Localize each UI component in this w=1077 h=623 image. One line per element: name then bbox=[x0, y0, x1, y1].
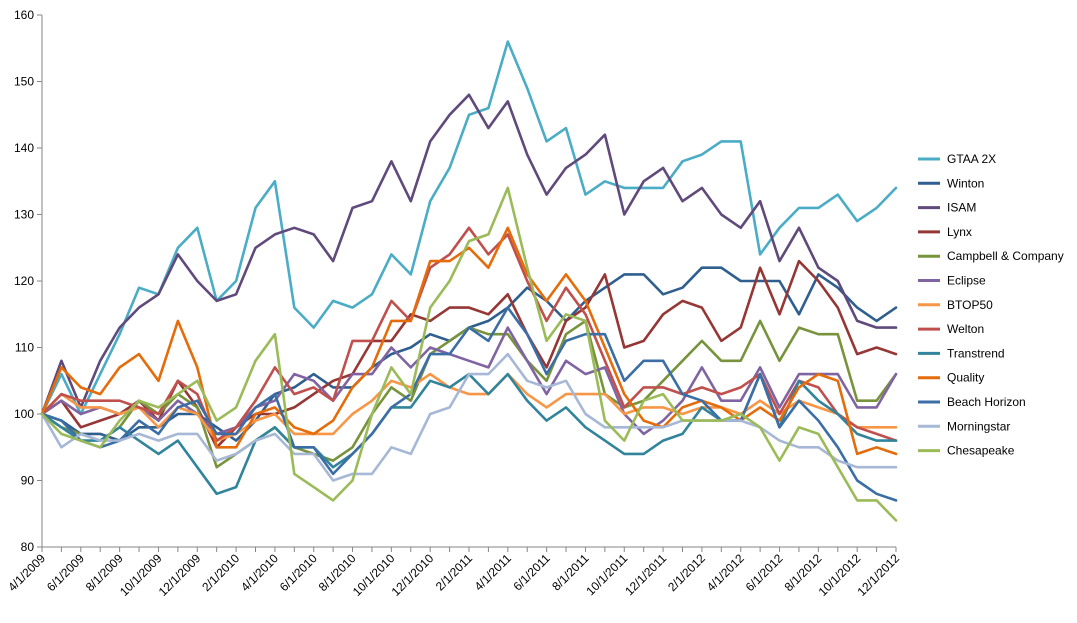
legend-label: Lynx bbox=[947, 225, 972, 239]
legend-label: Quality bbox=[947, 371, 984, 385]
x-tick-label: 6/1/2011 bbox=[510, 551, 553, 594]
x-tick-label: 2/1/2012 bbox=[665, 551, 708, 594]
y-tick-label: 120 bbox=[14, 274, 34, 288]
legend: GTAA 2X Winton ISAM Lynx Campbell & Company E… bbox=[918, 152, 1064, 458]
series-line-morningstar bbox=[40, 352, 898, 482]
x-tick-label: 4/1/2011 bbox=[472, 551, 515, 594]
legend-label: Morningstar bbox=[947, 419, 1010, 433]
x-tick-label: 6/1/2012 bbox=[743, 551, 786, 594]
x-tick-label: 12/1/2010 bbox=[389, 551, 437, 599]
legend-label: Welton bbox=[947, 322, 984, 336]
legend-label: Winton bbox=[947, 176, 984, 190]
y-tick-label: 110 bbox=[15, 341, 34, 355]
x-tick-label: 4/1/2012 bbox=[704, 551, 747, 594]
series-line-welton bbox=[40, 226, 898, 442]
y-tick-label: 150 bbox=[14, 75, 34, 89]
x-tick-label: 2/1/2010 bbox=[199, 551, 242, 594]
x-tick-label: 4/1/2010 bbox=[238, 551, 281, 594]
legend-label: Transtrend bbox=[947, 346, 1005, 360]
y-tick-label: 140 bbox=[14, 141, 34, 155]
series-line-quality bbox=[40, 226, 898, 456]
series-lines bbox=[40, 40, 898, 522]
x-tick-label: 2/1/2011 bbox=[433, 551, 476, 594]
legend-label: Chesapeake bbox=[947, 444, 1015, 458]
series-line-isam bbox=[40, 93, 898, 416]
y-tick-label: 100 bbox=[14, 407, 34, 421]
axes: 80 90 100 110 120 130 140 150 160 4/1/20096/1/200… bbox=[5, 8, 902, 599]
legend-label: Eclipse bbox=[947, 274, 986, 288]
y-tick-label: 90 bbox=[21, 474, 35, 488]
x-tick-label: 4/1/2009 bbox=[5, 551, 48, 594]
legend-label: Beach Horizon bbox=[947, 395, 1026, 409]
x-tick-label: 12/1/2011 bbox=[622, 551, 669, 598]
y-tick-label: 130 bbox=[14, 208, 34, 222]
x-tick-label: 6/1/2009 bbox=[44, 551, 87, 594]
series-line-gtaa-2x bbox=[40, 40, 898, 416]
y-tick-label: 80 bbox=[21, 540, 35, 554]
x-tick-label: 6/1/2010 bbox=[277, 551, 320, 594]
series-line-chesapeake bbox=[40, 186, 898, 522]
x-tick-label: 12/1/2012 bbox=[854, 551, 902, 599]
x-tick-label: 10/1/2011 bbox=[583, 551, 630, 598]
x-tick-label: 12/1/2009 bbox=[156, 551, 204, 599]
legend-label: GTAA 2X bbox=[947, 152, 996, 166]
legend-label: ISAM bbox=[947, 201, 976, 215]
y-tick-label: 160 bbox=[14, 8, 34, 22]
series-line-btop50 bbox=[40, 372, 898, 442]
legend-label: BTOP50 bbox=[947, 298, 993, 312]
series-line-beach-horizon bbox=[40, 306, 898, 502]
legend-label: Campbell & Company bbox=[947, 249, 1064, 263]
